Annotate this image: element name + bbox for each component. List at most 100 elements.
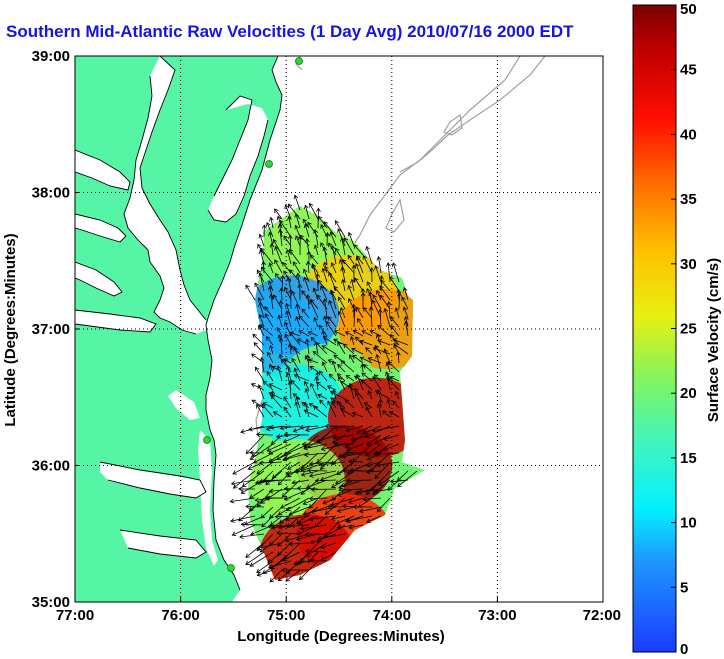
velocity-arrow (283, 270, 292, 283)
velocity-arrow-head (328, 299, 333, 305)
velocity-arrow-head (313, 244, 319, 250)
velocity-arrow (330, 289, 337, 310)
velocity-arrow-head (308, 202, 314, 208)
velocity-arrow-head (345, 427, 351, 433)
velocity-arrow-head (353, 244, 358, 249)
velocity-arrow-head (343, 343, 348, 349)
velocity-arrow (275, 273, 283, 283)
velocity-arrow-head (351, 347, 356, 353)
velocity-arrow-head (261, 260, 266, 266)
velocity-arrow (390, 376, 400, 382)
velocity-arrow-head (365, 406, 370, 412)
velocity-arrow-head (315, 207, 321, 212)
velocity-arrow (287, 461, 301, 470)
velocity-arrow (292, 261, 301, 274)
velocity-arrow-head (379, 275, 384, 280)
velocity-arrow (313, 405, 328, 418)
velocity-arrow-head (280, 567, 286, 573)
velocity-arrow-head (327, 400, 332, 406)
velocity-arrow-head (346, 446, 352, 452)
colorbar-tick-label: 40 (680, 126, 697, 143)
velocity-arrow-head (278, 337, 284, 342)
velocity-arrow (346, 425, 364, 432)
velocity-arrow (331, 245, 337, 265)
velocity-arrow (295, 235, 301, 247)
velocity-arrow (276, 532, 301, 535)
velocity-arrow (341, 267, 346, 283)
velocity-arrow (331, 400, 337, 409)
velocity-arrow (355, 336, 364, 346)
velocity-arrow-head (338, 487, 343, 493)
velocity-arrow (348, 285, 355, 301)
velocity-arrow (309, 497, 328, 500)
velocity-arrow (405, 316, 409, 328)
velocity-arrow-head (349, 468, 354, 474)
velocity-arrow-head (276, 434, 281, 439)
velocity-arrow (359, 506, 382, 512)
velocity-arrow (270, 394, 283, 409)
velocity-arrow-head (268, 293, 274, 299)
velocity-arrow (262, 402, 274, 409)
velocity-arrow-head (277, 223, 283, 229)
velocity-arrow-head (269, 577, 275, 583)
velocity-arrow-head (260, 499, 266, 504)
velocity-arrow-head (293, 367, 298, 373)
velocity-arrow-head (369, 267, 375, 272)
velocity-arrow-head (258, 272, 264, 278)
velocity-arrow (309, 300, 319, 319)
velocity-arrow (374, 461, 391, 479)
velocity-arrow-head (327, 358, 333, 364)
velocity-arrow (287, 277, 292, 292)
velocity-arrow (366, 479, 382, 495)
velocity-arrow (337, 228, 346, 247)
grid-lines (75, 56, 603, 602)
velocity-arrow-head (268, 488, 274, 494)
velocity-arrow-head (322, 298, 328, 303)
velocity-arrow-head (389, 376, 395, 381)
velocity-arrow (331, 515, 346, 520)
velocity-arrow-head (259, 548, 265, 553)
velocity-arrow-head (320, 224, 325, 229)
colorbar-tick-label: 30 (680, 256, 697, 273)
velocity-arrow-head (299, 525, 305, 531)
velocity-arrow (231, 479, 256, 485)
velocity-arrow (258, 384, 265, 400)
velocity-arrow (322, 361, 328, 373)
velocity-arrow-head (256, 572, 262, 577)
velocity-arrow-head (269, 216, 274, 222)
velocity-arrow-head (350, 278, 355, 284)
velocity-arrow-head (269, 243, 275, 248)
velocity-arrow (324, 298, 328, 319)
velocity-arrow (388, 301, 391, 319)
velocity-arrow-head (380, 279, 385, 285)
velocity-arrow (252, 443, 265, 457)
velocity-arrow-head (257, 243, 262, 249)
velocity-arrow-head (348, 499, 353, 504)
velocity-arrow (259, 324, 274, 337)
velocity-arrow-head (333, 285, 338, 291)
velocity-arrow (245, 551, 265, 565)
velocity-arrow-head (291, 480, 297, 485)
velocity-arrow (280, 288, 283, 301)
velocity-arrow (259, 234, 265, 247)
velocity-arrow (289, 542, 310, 545)
velocity-arrow (287, 365, 292, 382)
velocity-arrow (307, 261, 310, 274)
velocity-arrow-head (274, 208, 279, 214)
velocity-arrow (260, 542, 274, 553)
velocity-arrow (348, 524, 364, 529)
colorbar-ticks: 0 5 10 15 20 25 30 35 40 45 50 (671, 1, 697, 658)
velocity-arrow (397, 470, 418, 488)
velocity-arrow-head (357, 489, 362, 495)
velocity-arrow (303, 269, 310, 283)
velocity-arrow-head (284, 537, 290, 543)
velocity-arrow-head (383, 307, 389, 313)
velocity-arrow-head (293, 346, 298, 352)
velocity-arrow (307, 469, 328, 472)
velocity-arrow (266, 371, 274, 382)
velocity-arrow-head (282, 456, 287, 462)
velocity-arrow-head (258, 460, 264, 466)
velocity-arrow-head (310, 509, 315, 514)
velocity-arrow (269, 364, 274, 373)
velocity-arrow (258, 325, 265, 337)
